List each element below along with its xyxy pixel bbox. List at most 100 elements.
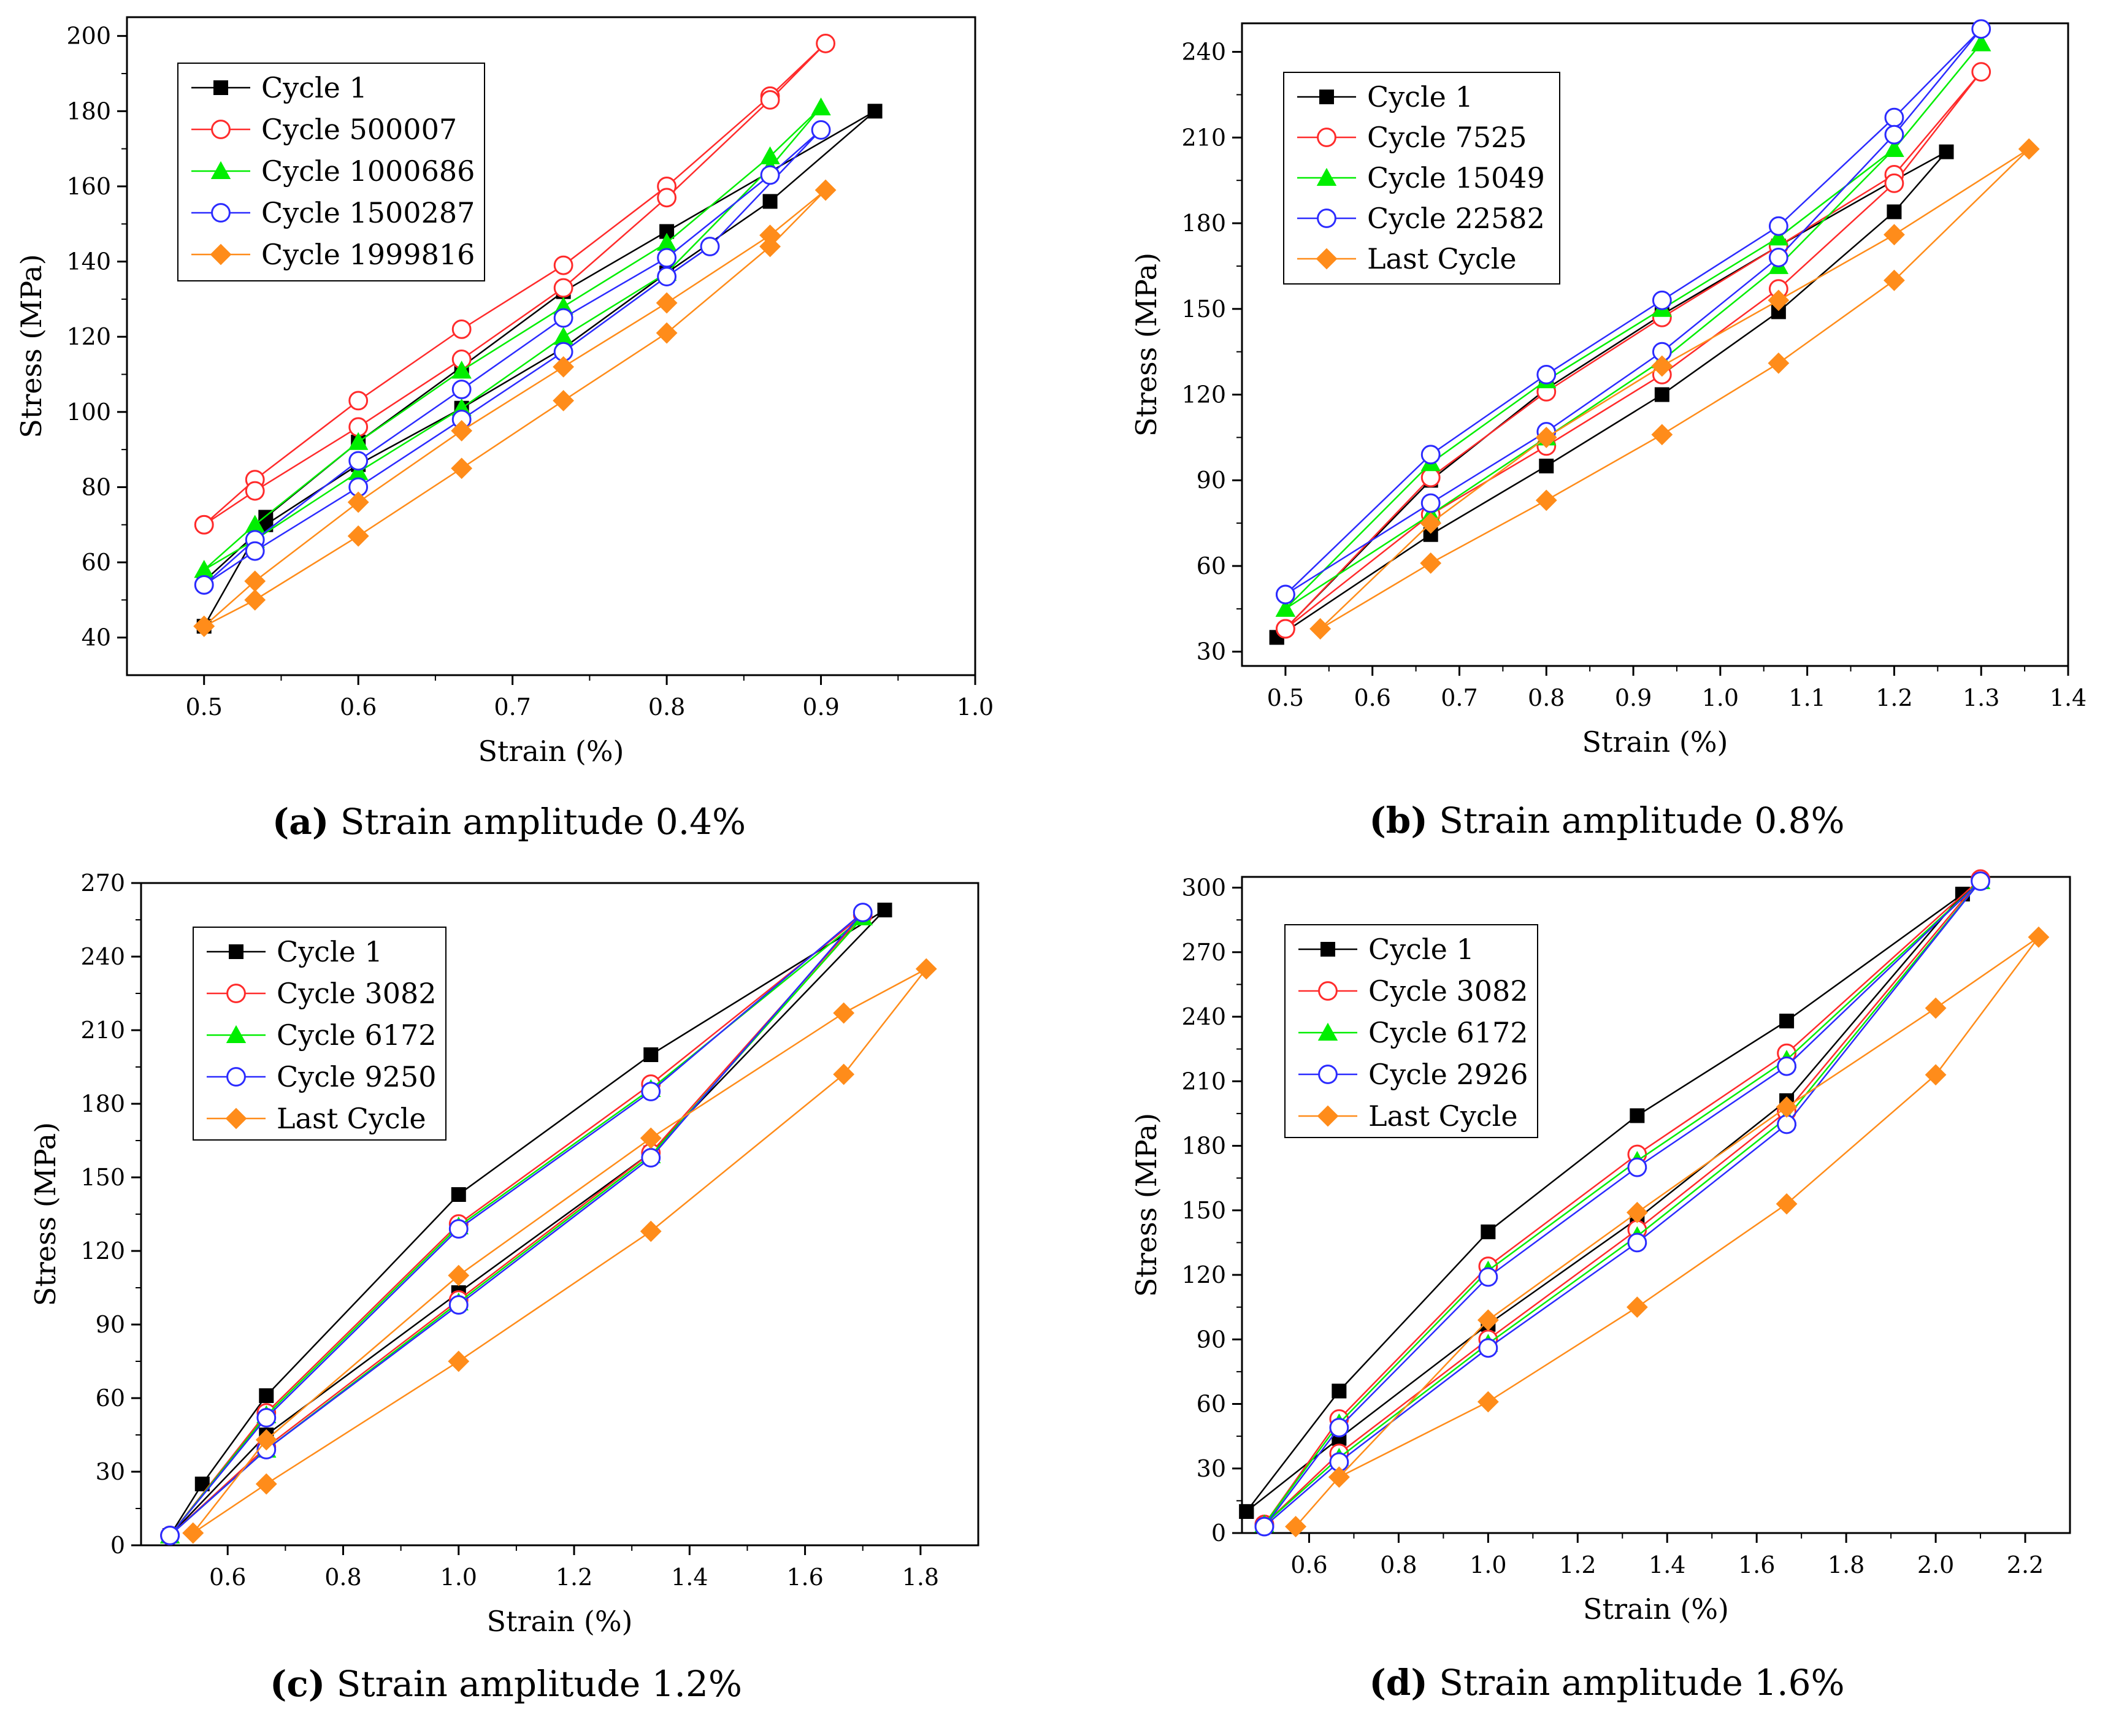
x-tick-label: 0.6 [1354,684,1390,711]
data-point [1309,618,1332,640]
data-point [833,1002,855,1024]
data-point [1971,62,1991,82]
x-tick-label: 0.9 [802,694,839,721]
series-3 [194,120,831,595]
caption-letter: (b) [1369,800,1427,841]
data-point [657,248,676,268]
caption-text: Strain amplitude 0.8% [1428,800,1845,841]
x-axis-label: Strain (%) [487,1605,633,1638]
data-point [1254,1516,1274,1537]
data-point [811,97,831,116]
x-tick-label: 0.6 [1290,1551,1327,1578]
data-point [641,1148,661,1168]
series-4 [1309,138,2040,640]
data-point [760,90,780,110]
data-point [1887,204,1902,220]
data-point [915,958,937,980]
data-point [640,1127,662,1149]
data-point [1884,107,1904,128]
y-tick-label: 30 [1197,1455,1226,1482]
legend-marker [211,203,231,223]
y-tick-label: 60 [1197,553,1226,579]
y-tick-label: 180 [66,98,111,124]
data-point [1925,1064,1947,1086]
y-tick-label: 60 [1197,1391,1226,1418]
figure-caption: (b) Strain amplitude 0.8% [1369,800,1844,841]
data-point [1481,1224,1496,1239]
data-point [553,255,573,275]
legend-marker [225,1107,247,1130]
legend-label: Cycle 22582 [1367,202,1545,235]
data-point [1275,598,1296,617]
caption-letter: (d) [1369,1662,1427,1703]
x-tick-label: 1.2 [1559,1551,1596,1578]
data-point [160,1526,180,1545]
data-point [1884,269,1905,291]
legend-label: Cycle 1000686 [261,155,475,188]
x-tick-label: 1.0 [440,1564,477,1591]
data-point [451,420,473,442]
figure-caption: (a) Strain amplitude 0.4% [272,801,746,843]
legend-marker [1318,981,1338,1001]
data-point [448,1219,469,1239]
legend-label: Cycle 500007 [261,113,457,146]
y-tick-label: 270 [80,870,125,897]
data-point [1420,512,1442,534]
data-point [1768,289,1790,312]
y-tick-label: 60 [96,1385,125,1412]
y-tick-label: 210 [1181,1068,1226,1095]
data-point [1971,33,1991,52]
data-point [348,462,369,480]
x-tick-label: 1.8 [1828,1551,1865,1578]
y-axis-label: Stress (MPa) [1130,1113,1163,1297]
data-point [259,1388,274,1403]
data-point [1654,387,1669,402]
data-point [1630,1108,1645,1123]
x-tick-label: 1.4 [2050,684,2087,711]
data-point [1239,1504,1254,1519]
data-point [1536,365,1557,384]
x-tick-label: 1.3 [1963,684,1999,711]
y-tick-label: 160 [66,173,111,200]
y-tick-label: 180 [80,1090,125,1117]
series-3 [1254,871,1990,1537]
x-tick-label: 0.8 [1380,1551,1417,1578]
series-1 [194,34,835,535]
x-tick-label: 0.5 [1267,684,1304,711]
plot-frame [1241,876,2071,1534]
caption-letter: (a) [272,801,329,843]
data-point [1626,1201,1648,1223]
y-tick-label: 90 [1197,467,1226,494]
data-point [451,457,473,480]
data-point [1328,1466,1350,1488]
legend: Cycle 1 Cycle 3082 Cycle 6172 Cycle 9250 Las… [193,927,447,1141]
data-point [451,1187,466,1202]
data-point [244,589,266,611]
data-point [1884,173,1904,193]
legend-label: Cycle 1 [261,71,367,104]
data-point [1768,352,1790,374]
legend-marker [213,80,228,95]
data-point [656,322,678,344]
x-tick-label: 0.8 [648,694,685,721]
data-point [1971,871,1990,891]
data-point [760,165,780,185]
data-point [256,1408,277,1428]
figure-caption: (d) Strain amplitude 1.6% [1369,1662,1844,1703]
data-point [1478,1267,1498,1287]
data-point [194,560,214,578]
data-point [553,308,573,328]
legend-marker [211,120,231,139]
plot-frame [126,16,976,676]
legend-label: Cycle 6172 [1368,1016,1528,1049]
data-point [1768,228,1789,246]
y-tick-label: 120 [66,323,111,350]
data-point [2018,138,2040,160]
chart-0: 0.5 0.6 0.7 0.8 0.9 1.0 40 60 80 100 120 140 160 180 2… [15,16,994,843]
legend: Cycle 1 Cycle 3082 Cycle 6172 Cycle 2926 Las… [1284,924,1538,1138]
data-point [1420,493,1441,513]
caption-letter: (c) [270,1663,325,1705]
legend-marker [226,984,246,1003]
data-point [656,292,678,314]
